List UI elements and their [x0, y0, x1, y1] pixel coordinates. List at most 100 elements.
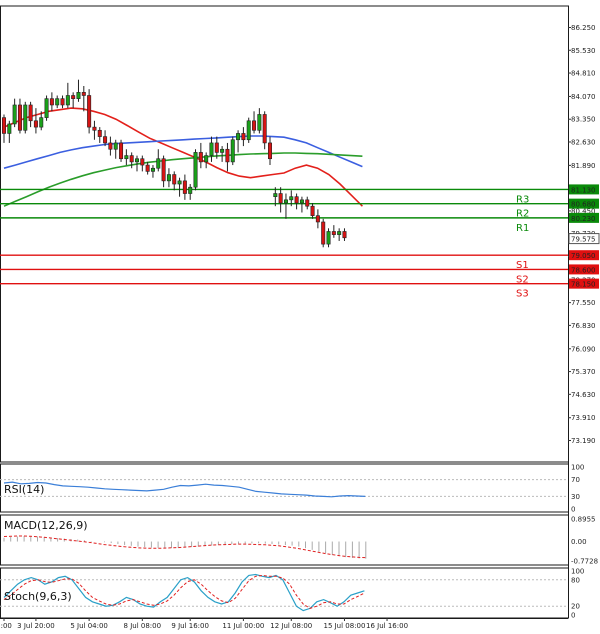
- candle-body: [1, 117, 7, 134]
- candle-body: [17, 104, 22, 131]
- candle-body: [246, 120, 251, 141]
- level-tag-label: 80.680: [571, 201, 596, 209]
- rsi-tick-label: 70: [571, 476, 580, 484]
- moving-average-line: [3, 107, 363, 207]
- candle: [188, 184, 193, 200]
- candle: [119, 139, 124, 162]
- rsi-label: RSI(14): [4, 483, 44, 496]
- time-label: 12 Jul 08:00: [270, 622, 312, 630]
- level-tag-label: 81.130: [571, 186, 596, 194]
- candle: [71, 92, 76, 109]
- candle-body: [33, 120, 38, 128]
- candle: [305, 196, 310, 210]
- candle: [342, 228, 347, 241]
- candle: [220, 146, 225, 162]
- candle: [299, 196, 304, 213]
- rsi-tick-label: 100: [571, 464, 584, 472]
- candle: [257, 108, 262, 134]
- time-label: 2:00: [0, 622, 12, 630]
- candle: [267, 136, 272, 166]
- candle: [172, 171, 177, 191]
- candle-body: [220, 148, 225, 153]
- time-label: 5 Jul 04:00: [70, 622, 108, 630]
- candle-body: [331, 231, 336, 235]
- candle: [108, 136, 113, 156]
- macd-signal-line: [3, 535, 366, 559]
- candle-body: [310, 205, 315, 216]
- candle-body: [262, 114, 267, 144]
- candle: [204, 152, 209, 169]
- candle: [145, 161, 150, 175]
- candle-body: [28, 104, 33, 122]
- time-label: 3 Jul 20:00: [17, 622, 55, 630]
- candle: [209, 136, 214, 162]
- candle-body: [236, 133, 241, 141]
- time-label: 16 Jul 16:00: [366, 622, 408, 630]
- candle: [135, 155, 140, 172]
- price-tick-label: 82.630: [571, 138, 596, 146]
- candle: [44, 95, 49, 121]
- candle: [198, 142, 203, 169]
- candle-body: [342, 231, 347, 239]
- candle: [33, 108, 38, 134]
- level-name-s1: S1: [516, 260, 529, 271]
- candle: [225, 142, 230, 172]
- candle-body: [305, 199, 310, 207]
- candle-body: [44, 98, 49, 118]
- candle: [230, 136, 235, 166]
- candle: [321, 218, 326, 248]
- candle-body: [87, 95, 92, 128]
- candle: [55, 95, 60, 109]
- candle-body: [209, 142, 214, 156]
- candle: [337, 228, 342, 241]
- candle-body: [252, 120, 257, 131]
- level-tag-label: 79.050: [571, 252, 596, 260]
- candle: [310, 203, 315, 219]
- time-label: 8 Jul 08:00: [124, 622, 162, 630]
- candle: [156, 149, 161, 172]
- price-tick-label: 75.370: [571, 368, 596, 376]
- candle: [262, 111, 267, 150]
- last-price-tag: [568, 233, 600, 245]
- candle: [294, 193, 299, 210]
- level-name-s3: S3: [516, 289, 529, 300]
- candle-body: [267, 142, 272, 160]
- candle: [161, 155, 166, 188]
- candle-body: [71, 95, 76, 99]
- stoch-tick-label: 100: [571, 568, 584, 576]
- macd-panel: [0, 514, 569, 566]
- candle-body: [315, 215, 320, 223]
- candle-body: [156, 158, 161, 169]
- candle-body: [145, 164, 150, 172]
- candle: [12, 98, 17, 128]
- stoch-d-line: [3, 574, 365, 609]
- price-tick-label: 85.530: [571, 47, 596, 55]
- candle-body: [135, 158, 140, 163]
- macd-tick-label: -0.7728: [571, 558, 598, 566]
- candle: [278, 187, 283, 213]
- candle-body: [161, 158, 166, 182]
- macd-label: MACD(12,26,9): [4, 519, 88, 532]
- candle-body: [113, 142, 118, 150]
- candle: [236, 130, 241, 153]
- price-tick-label: 86.250: [571, 24, 596, 32]
- level-name-r2: R2: [516, 209, 529, 220]
- price-tick-label: 81.890: [571, 162, 596, 170]
- level-name-s2: S2: [516, 274, 529, 285]
- candle-body: [49, 98, 54, 106]
- level-tag-r1: [569, 212, 599, 223]
- candle-body: [97, 129, 102, 137]
- candle: [17, 98, 22, 134]
- candle: [28, 101, 33, 128]
- level-tag-r3: [569, 184, 599, 195]
- candle-body: [7, 123, 12, 134]
- price-tick-label: 76.830: [571, 322, 596, 330]
- candle: [140, 155, 145, 172]
- candle-body: [119, 142, 124, 160]
- rsi-line: [3, 481, 366, 498]
- candle: [87, 89, 92, 134]
- candle-body: [150, 167, 155, 172]
- price-tick-label: 76.090: [571, 345, 596, 353]
- candle: [7, 120, 12, 143]
